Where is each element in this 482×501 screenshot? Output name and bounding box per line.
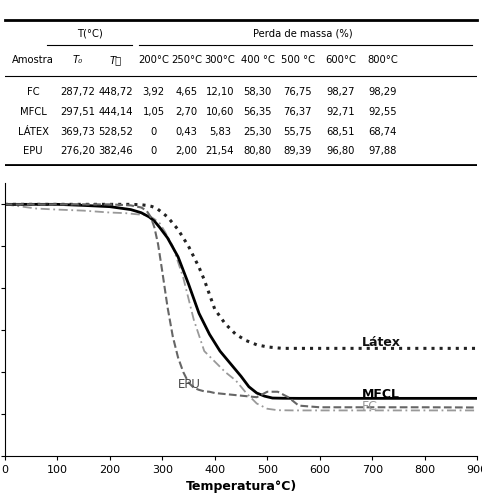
Text: 369,73: 369,73 xyxy=(61,127,95,137)
Text: 55,75: 55,75 xyxy=(283,127,312,137)
Text: 0,43: 0,43 xyxy=(176,127,198,137)
Text: 250°C: 250°C xyxy=(171,56,202,66)
Text: T(°C): T(°C) xyxy=(77,28,103,38)
Text: 97,88: 97,88 xyxy=(369,146,397,156)
Text: 96,80: 96,80 xyxy=(326,146,354,156)
Text: 10,60: 10,60 xyxy=(205,107,234,117)
Text: 1,05: 1,05 xyxy=(143,107,165,117)
Text: 68,51: 68,51 xyxy=(326,127,354,137)
Text: 58,30: 58,30 xyxy=(243,87,272,97)
Text: 80,80: 80,80 xyxy=(243,146,271,156)
Text: 200°C: 200°C xyxy=(138,56,169,66)
Text: 68,74: 68,74 xyxy=(369,127,397,137)
Text: 2,00: 2,00 xyxy=(175,146,198,156)
Text: 400 °C: 400 °C xyxy=(241,56,274,66)
Text: 3,92: 3,92 xyxy=(143,87,165,97)
Text: T⁦: T⁦ xyxy=(110,56,122,66)
Text: 89,39: 89,39 xyxy=(283,146,312,156)
Text: 12,10: 12,10 xyxy=(205,87,234,97)
Text: 300°C: 300°C xyxy=(204,56,235,66)
Text: 76,75: 76,75 xyxy=(283,87,312,97)
Text: 297,51: 297,51 xyxy=(61,107,95,117)
Text: 92,71: 92,71 xyxy=(326,107,354,117)
Text: MFCL: MFCL xyxy=(362,388,400,401)
Text: MFCL: MFCL xyxy=(20,107,47,117)
Text: EPU: EPU xyxy=(23,146,43,156)
Text: Látex: Látex xyxy=(362,336,401,349)
Text: 528,52: 528,52 xyxy=(98,127,133,137)
Text: 800°C: 800°C xyxy=(367,56,398,66)
X-axis label: Temperatura°C): Temperatura°C) xyxy=(186,480,296,493)
Text: 92,55: 92,55 xyxy=(368,107,397,117)
Text: Perda de massa (%): Perda de massa (%) xyxy=(253,28,352,38)
Text: FC: FC xyxy=(362,400,377,413)
Text: 276,20: 276,20 xyxy=(61,146,95,156)
Text: FC: FC xyxy=(27,87,40,97)
Text: 0: 0 xyxy=(150,127,157,137)
Text: 448,72: 448,72 xyxy=(98,87,133,97)
Text: 287,72: 287,72 xyxy=(61,87,95,97)
Text: 600°C: 600°C xyxy=(325,56,356,66)
Text: 382,46: 382,46 xyxy=(98,146,133,156)
Text: 500 °C: 500 °C xyxy=(281,56,315,66)
Text: 5,83: 5,83 xyxy=(209,127,231,137)
Text: 0: 0 xyxy=(150,146,157,156)
Text: 25,30: 25,30 xyxy=(243,127,272,137)
Text: 98,29: 98,29 xyxy=(368,87,397,97)
Text: T₀: T₀ xyxy=(73,56,83,66)
Text: 98,27: 98,27 xyxy=(326,87,354,97)
Text: EPU: EPU xyxy=(178,378,201,391)
Text: 4,65: 4,65 xyxy=(175,87,198,97)
Text: Amostra: Amostra xyxy=(12,56,54,66)
Text: 56,35: 56,35 xyxy=(243,107,272,117)
Text: 76,37: 76,37 xyxy=(283,107,312,117)
Text: 21,54: 21,54 xyxy=(205,146,234,156)
Text: LÁTEX: LÁTEX xyxy=(18,127,49,137)
Text: 2,70: 2,70 xyxy=(175,107,198,117)
Text: 444,14: 444,14 xyxy=(99,107,133,117)
